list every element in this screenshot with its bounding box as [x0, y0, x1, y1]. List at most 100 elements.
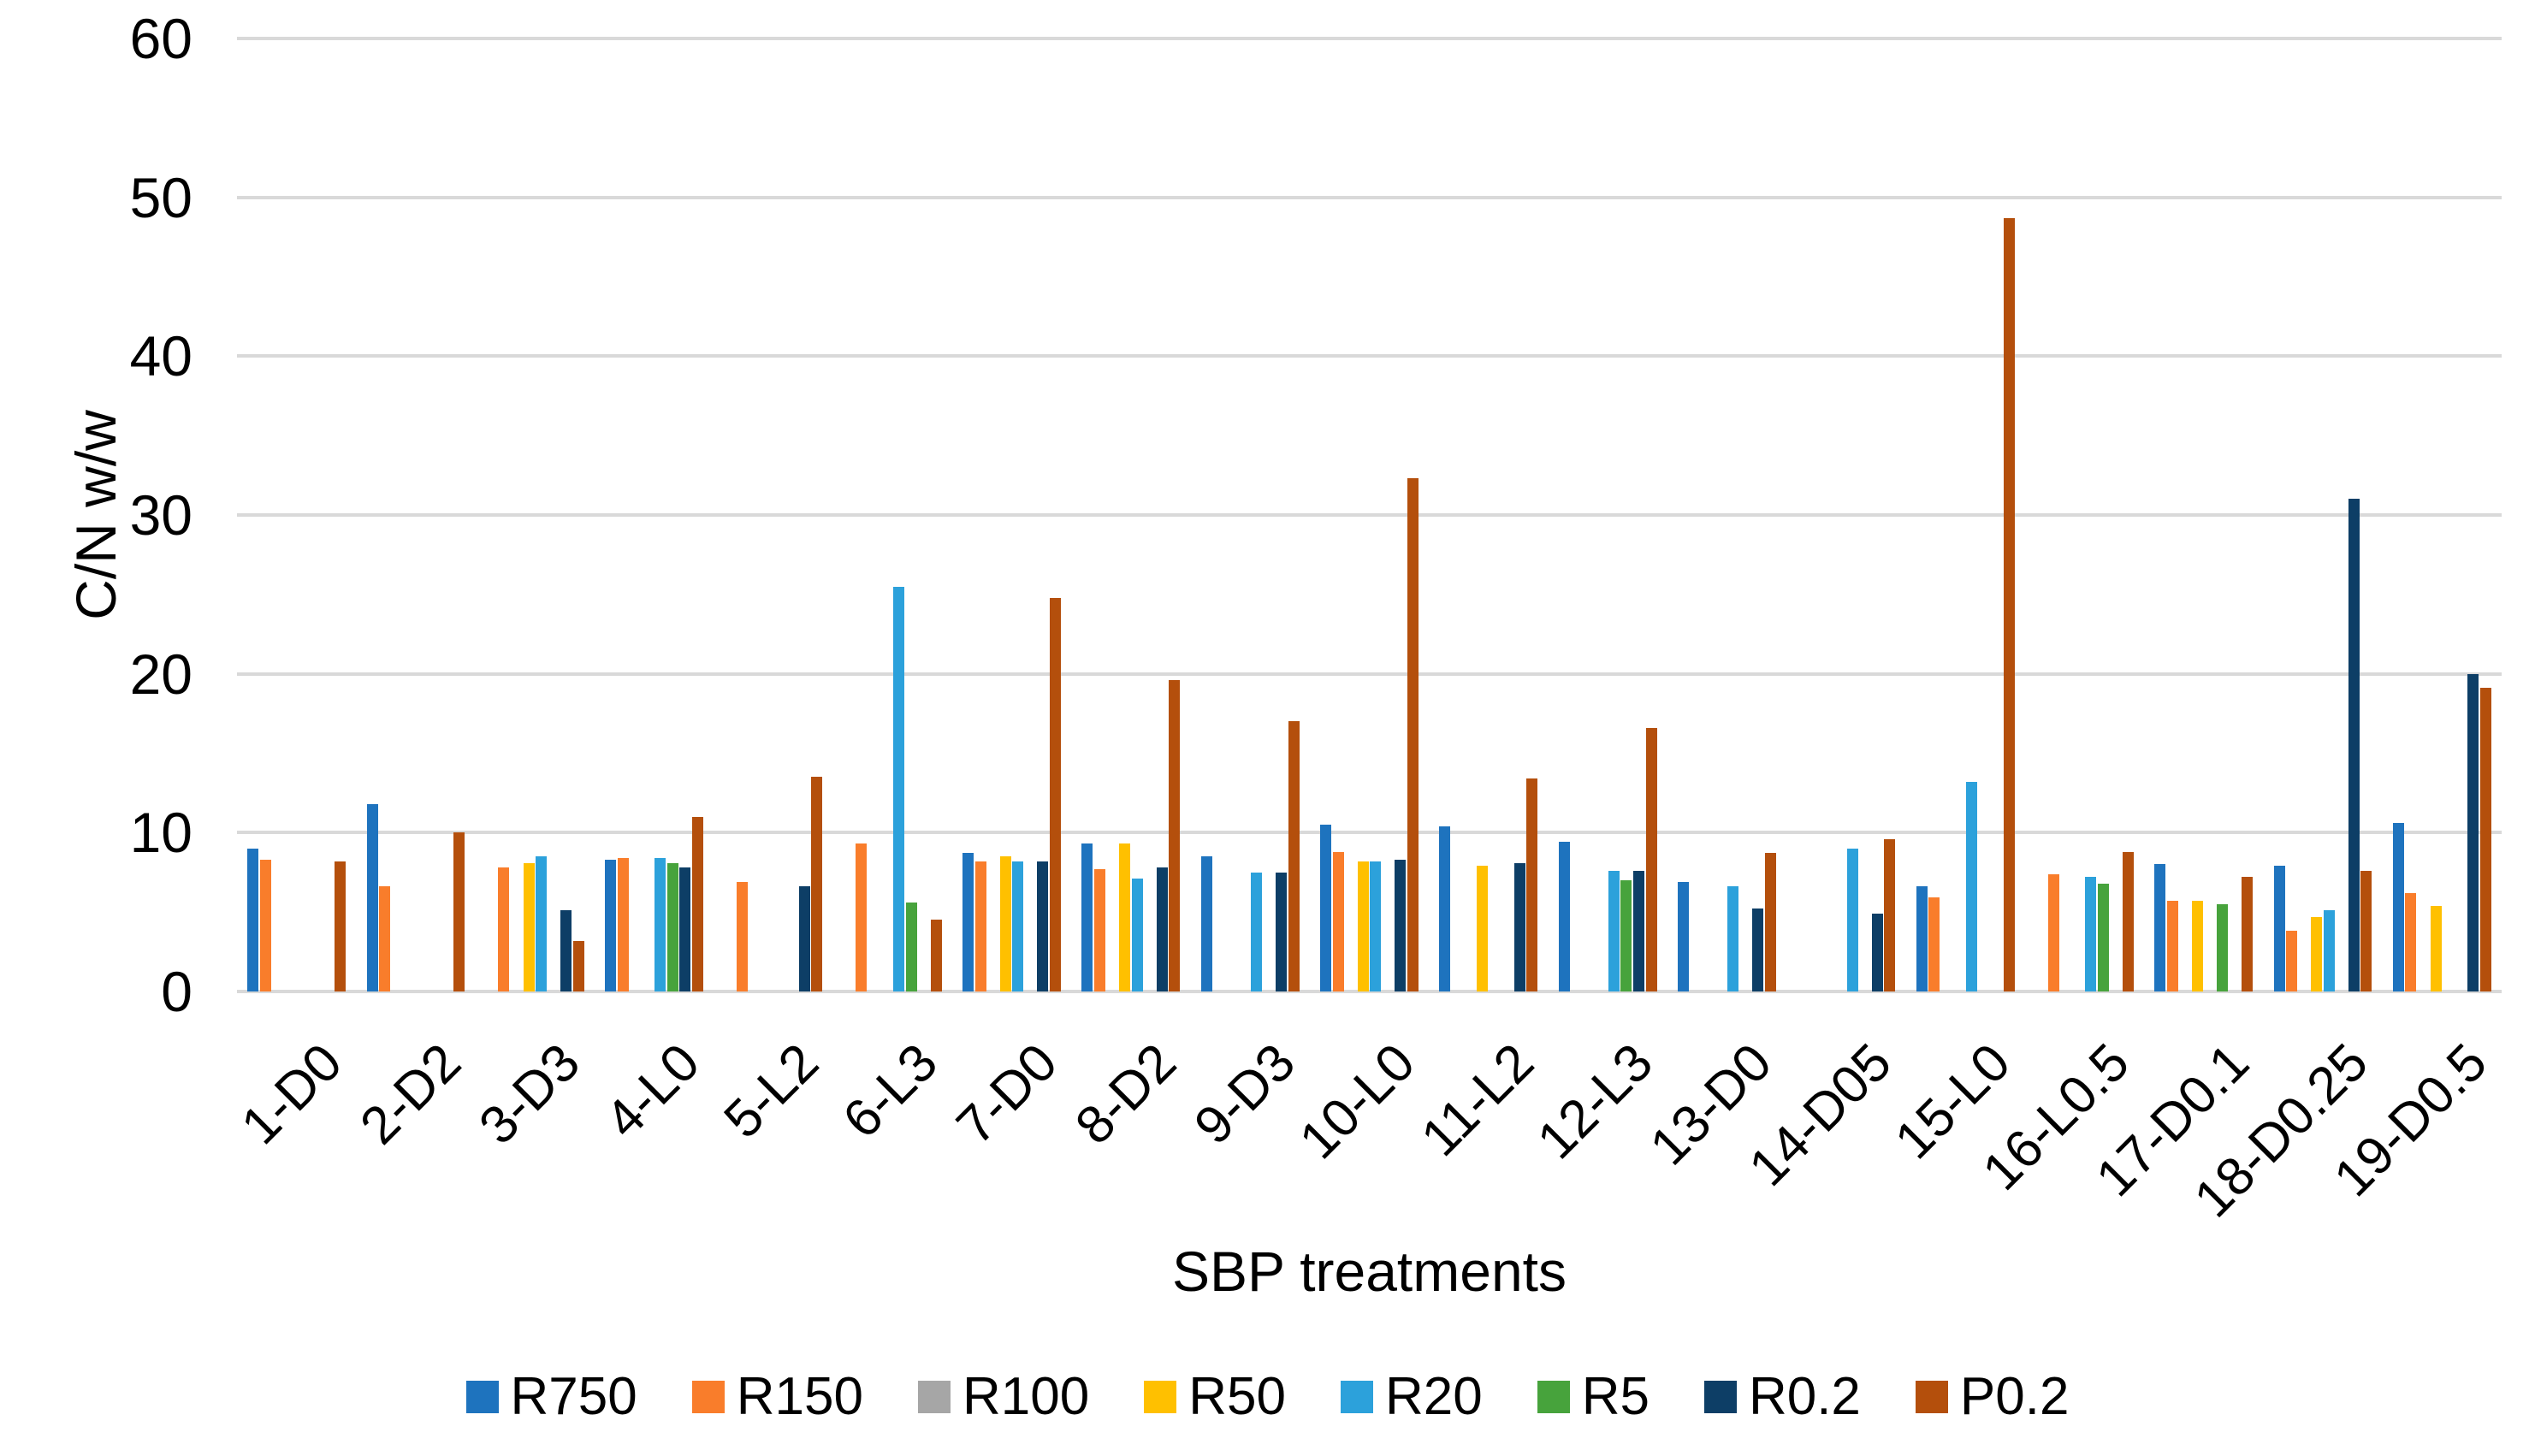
bar-R20-18-D0.25 — [2323, 910, 2335, 991]
y-tick-label: 50 — [129, 165, 192, 229]
legend-label-R150: R150 — [736, 1367, 863, 1426]
bar-R20-16-L0.5 — [2085, 877, 2097, 991]
bar-P0.2-2-D2 — [453, 832, 465, 991]
legend-label-R20: R20 — [1384, 1367, 1483, 1426]
gridline — [237, 990, 2502, 993]
legend-swatch-R150 — [691, 1381, 725, 1413]
bar-R0.2-13-D0 — [1752, 909, 1764, 991]
bar-R750-9-D3 — [1200, 856, 1212, 991]
legend: R750 R150 R100 R50 R20 R5 R0.2 P0.2 — [0, 1367, 2535, 1427]
bar-P0.2-14-D05 — [1884, 838, 1896, 991]
legend-item-R100: R100 — [917, 1367, 1090, 1427]
bar-P0.2-17-D0.1 — [2242, 877, 2254, 991]
legend-swatch-R100 — [917, 1381, 951, 1413]
y-tick-label: 30 — [129, 483, 192, 547]
bar-R750-19-D0.5 — [2392, 823, 2404, 991]
bar-R150-1-D0 — [259, 859, 271, 991]
bar-R0.2-11-L2 — [1513, 862, 1525, 991]
bar-R750-18-D0.25 — [2273, 866, 2285, 991]
bar-R20-4-L0 — [654, 858, 666, 991]
bar-R750-1-D0 — [247, 848, 259, 991]
bar-R5-4-L0 — [666, 862, 678, 991]
gridline — [237, 831, 2502, 835]
legend-label-R100: R100 — [962, 1367, 1090, 1426]
bar-R0.2-19-D0.5 — [2467, 673, 2479, 991]
bar-R750-13-D0 — [1678, 881, 1690, 991]
bar-R0.2-12-L3 — [1633, 870, 1644, 991]
bar-P0.2-1-D0 — [335, 861, 346, 991]
bar-R0.2-3-D3 — [560, 910, 572, 991]
legend-item-R50: R50 — [1144, 1367, 1286, 1427]
legend-swatch-R50 — [1144, 1381, 1177, 1413]
bar-R50-3-D3 — [523, 862, 535, 991]
bar-R5-12-L3 — [1620, 880, 1632, 991]
bar-P0.2-5-L2 — [811, 777, 823, 991]
bar-R150-7-D0 — [974, 861, 986, 991]
gridline — [237, 672, 2502, 676]
legend-label-R5: R5 — [1581, 1367, 1650, 1426]
x-axis-title: SBP treatments — [1171, 1240, 1567, 1303]
bar-R50-8-D2 — [1119, 843, 1131, 991]
bar-R0.2-9-D3 — [1276, 872, 1288, 991]
bar-R20-13-D0 — [1727, 886, 1739, 991]
bar-R150-18-D0.25 — [2286, 931, 2298, 991]
bar-R50-10-L0 — [1357, 861, 1369, 991]
legend-swatch-R750 — [465, 1381, 499, 1413]
bar-R150-15-L0 — [1928, 897, 1940, 991]
bar-P0.2-10-L0 — [1407, 478, 1419, 991]
bar-R150-8-D2 — [1093, 869, 1105, 991]
bar-P0.2-9-D3 — [1288, 721, 1300, 991]
bar-P0.2-4-L0 — [692, 816, 704, 991]
bar-P0.2-19-D0.5 — [2479, 688, 2491, 991]
legend-swatch-R0.2 — [1703, 1381, 1737, 1413]
bar-P0.2-18-D0.25 — [2360, 870, 2372, 991]
y-tick-label: 0 — [161, 960, 192, 1023]
bar-R20-6-L3 — [893, 586, 904, 991]
bar-P0.2-13-D0 — [1764, 853, 1776, 991]
bar-P0.2-6-L3 — [930, 920, 942, 991]
bar-R750-8-D2 — [1081, 843, 1093, 991]
bar-R0.2-4-L0 — [679, 867, 691, 991]
bar-P0.2-16-L0.5 — [2122, 851, 2134, 991]
bar-R750-15-L0 — [1916, 886, 1928, 991]
legend-item-R150: R150 — [691, 1367, 863, 1427]
bar-R20-12-L3 — [1608, 870, 1620, 991]
bar-P0.2-8-D2 — [1169, 680, 1181, 991]
bar-R750-12-L3 — [1558, 842, 1570, 991]
bar-R0.2-18-D0.25 — [2348, 499, 2360, 991]
bar-R150-2-D2 — [379, 886, 391, 991]
bar-R5-17-D0.1 — [2217, 903, 2229, 991]
bar-R150-6-L3 — [856, 843, 868, 991]
bar-R150-3-D3 — [498, 867, 510, 991]
bar-R50-17-D0.1 — [2191, 901, 2203, 991]
bar-R5-6-L3 — [905, 903, 917, 991]
bar-R0.2-7-D0 — [1037, 861, 1049, 991]
bar-R50-19-D0.5 — [2430, 905, 2442, 991]
bar-R20-14-D05 — [1846, 848, 1858, 991]
y-tick-label: 60 — [129, 7, 192, 70]
legend-label-R0.2: R0.2 — [1748, 1367, 1861, 1426]
bar-P0.2-15-L0 — [2003, 217, 2015, 991]
legend-label-P0.2: P0.2 — [1959, 1367, 2070, 1426]
legend-item-R5: R5 — [1537, 1367, 1650, 1427]
bar-P0.2-3-D3 — [572, 940, 584, 991]
bar-R750-10-L0 — [1320, 825, 1332, 991]
bar-R750-17-D0.1 — [2154, 864, 2166, 991]
bar-R750-7-D0 — [962, 853, 974, 991]
bar-P0.2-11-L2 — [1526, 778, 1538, 991]
y-tick-label: 40 — [129, 324, 192, 388]
bar-R50-7-D0 — [999, 856, 1011, 991]
legend-swatch-R5 — [1537, 1381, 1570, 1413]
bar-R0.2-10-L0 — [1395, 859, 1407, 991]
bar-R150-4-L0 — [617, 858, 629, 991]
bar-R50-18-D0.25 — [2311, 916, 2323, 991]
bar-R750-4-L0 — [605, 859, 617, 991]
y-tick-label: 10 — [129, 801, 192, 865]
legend-swatch-R20 — [1340, 1381, 1373, 1413]
legend-item-R750: R750 — [465, 1367, 637, 1427]
legend-item-P0.2: P0.2 — [1915, 1367, 2070, 1427]
y-tick-label: 20 — [129, 642, 192, 706]
bar-R150-5-L2 — [737, 881, 749, 991]
bar-R0.2-8-D2 — [1156, 867, 1168, 991]
